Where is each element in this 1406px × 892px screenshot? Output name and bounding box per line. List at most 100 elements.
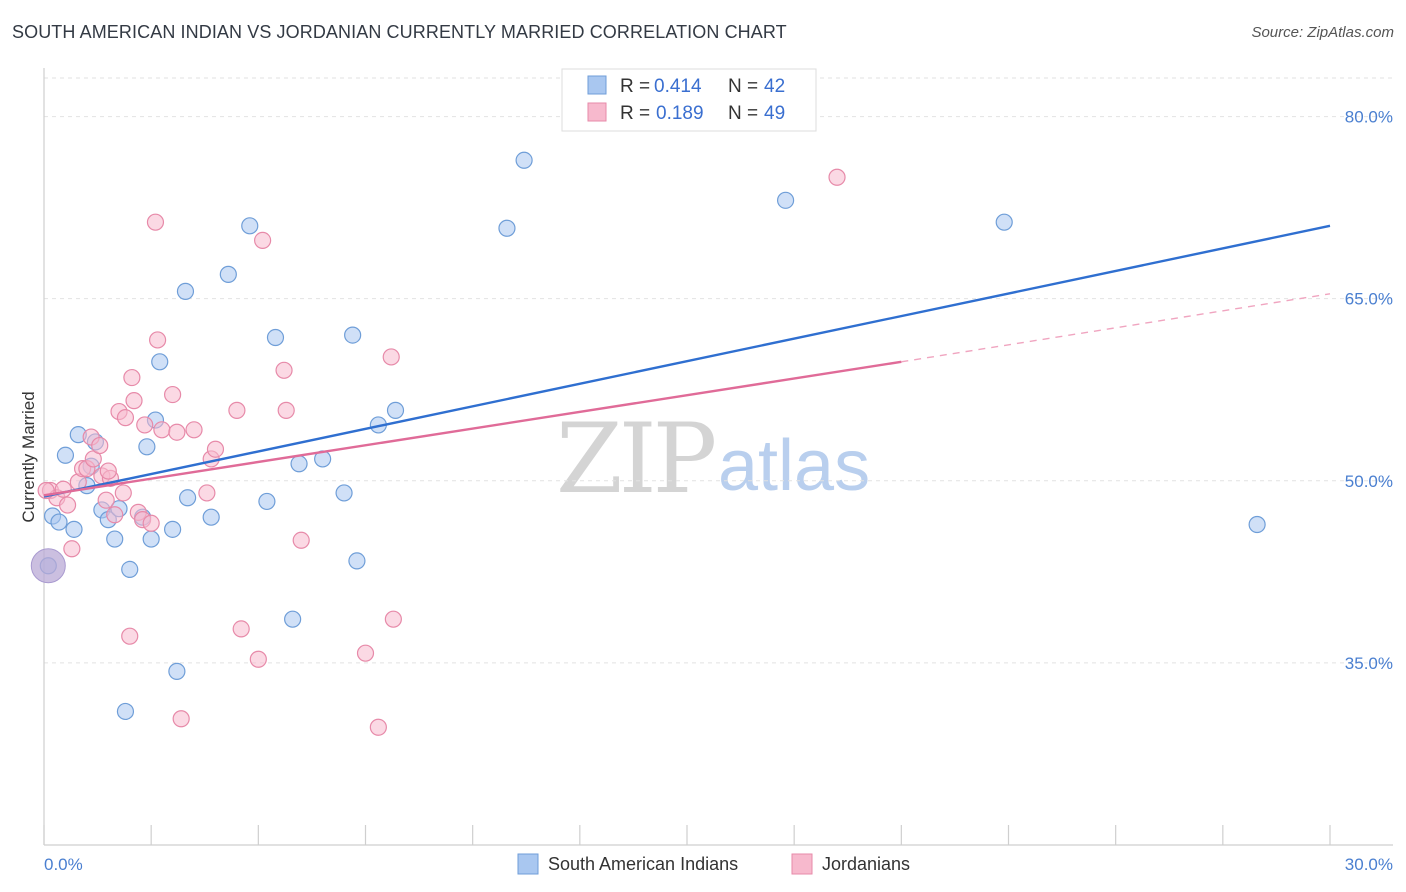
legend-series-swatch-south-american-indians [517,853,539,875]
point-jordanians [228,401,246,419]
point-south-american-indians [176,282,195,300]
legend-swatch-south-american-indians [587,75,607,95]
point-south-american-indians [50,513,68,531]
trend-line-south-american-indians [43,224,1331,498]
legend-series-swatch-jordanians [791,853,813,875]
point-large-cluster [30,548,66,584]
point-jordanians [168,423,186,441]
point-south-american-indians [106,530,124,548]
point-south-american-indians [56,446,75,464]
point-south-american-indians [515,151,533,169]
legend-swatch-jordanians [587,102,607,122]
point-jordanians [292,531,310,549]
point-south-american-indians [335,484,353,502]
legend-r-value-0: 0.414 [654,76,702,97]
point-jordanians [185,421,203,439]
point-jordanians [91,436,109,455]
chart-source: Source: ZipAtlas.com [1251,24,1394,41]
watermark-atlas: atlas [718,426,870,506]
point-jordanians [58,496,77,514]
point-south-american-indians [284,610,302,628]
trend-line-jordanians-extension [901,293,1331,363]
legend-n-value-0: 42 [764,76,785,97]
x-tick-label: 0.0% [44,855,83,874]
y-axis-label: Currently Married [19,391,38,522]
legend-r-label-1: R = [620,103,650,124]
y-tick-labels: 80.0% 65.0% 50.0% 35.0% [1345,108,1393,673]
point-south-american-indians [121,560,139,579]
point-south-american-indians [258,492,276,511]
point-jordanians [63,540,81,558]
point-jordanians [146,213,165,231]
x-ticks [43,825,1331,845]
point-south-american-indians [386,401,405,419]
point-south-american-indians [776,191,795,209]
point-south-american-indians [995,213,1013,231]
point-jordanians [198,484,216,502]
point-jordanians [97,491,115,509]
point-jordanians [114,484,132,502]
legend-n-label-0: N = [728,76,758,97]
point-south-american-indians [179,489,197,507]
point-south-american-indians [116,702,135,721]
point-south-american-indians [344,326,362,344]
point-south-american-indians [65,520,83,538]
point-jordanians [206,440,225,458]
point-jordanians [123,368,141,387]
point-jordanians [142,514,160,532]
y-tick-label: 65.0% [1345,290,1393,309]
legend-r-value-1: 0.189 [656,103,704,124]
point-jordanians [275,361,293,379]
point-jordanians [125,392,143,410]
point-jordanians [116,409,135,427]
point-jordanians [232,620,250,638]
y-tick-label: 80.0% [1345,108,1393,127]
x-tick-label: 30.0% [1345,855,1393,874]
point-south-american-indians [168,662,186,680]
point-jordanians [172,710,190,728]
watermark: ZIP atlas [556,403,870,515]
legend-series-label-jordanians: Jordanians [822,854,910,874]
axes [43,68,1393,846]
y-tick-label: 35.0% [1345,654,1393,673]
point-jordanians [153,421,171,439]
legend-n-label-1: N = [728,103,758,124]
grid-lines [44,77,1393,664]
point-south-american-indians [202,508,220,526]
point-jordanians [148,331,167,349]
point-jordanians [136,416,154,434]
point-south-american-indians [266,328,285,347]
point-jordanians [369,718,387,736]
point-jordanians [254,231,272,249]
legend-stats: R = 0.414 N = 42 R = 0.189 N = 49 [561,68,817,132]
point-jordanians [164,385,182,404]
point-south-american-indians [498,219,516,237]
point-jordanians [382,348,400,366]
point-south-american-indians [1248,515,1266,534]
series-points [30,151,1266,736]
x-tick-labels: 0.0% 30.0% [44,855,1393,874]
y-tick-label: 50.0% [1345,472,1393,491]
point-south-american-indians [138,438,156,456]
point-south-american-indians [151,353,169,371]
point-south-american-indians [142,530,160,548]
point-jordanians [356,644,375,662]
point-jordanians [828,168,846,186]
chart-title: SOUTH AMERICAN INDIAN VS JORDANIAN CURRE… [12,22,787,42]
point-jordanians [277,401,295,419]
point-south-american-indians [290,455,308,473]
legend-r-label-0: R = [620,76,650,97]
trend-line-jordanians [43,360,902,497]
watermark-zip: ZIP [556,403,715,515]
point-jordanians [99,462,117,480]
legend-n-value-1: 49 [764,103,785,124]
point-jordanians [249,650,267,668]
point-south-american-indians [164,520,182,538]
point-jordanians [106,506,124,524]
legend-series-label-south-american-indians: South American Indians [548,854,738,874]
point-south-american-indians [348,552,366,570]
point-south-american-indians [241,217,259,235]
point-jordanians [121,627,139,645]
legend-series: South American Indians Jordanians [517,853,910,875]
